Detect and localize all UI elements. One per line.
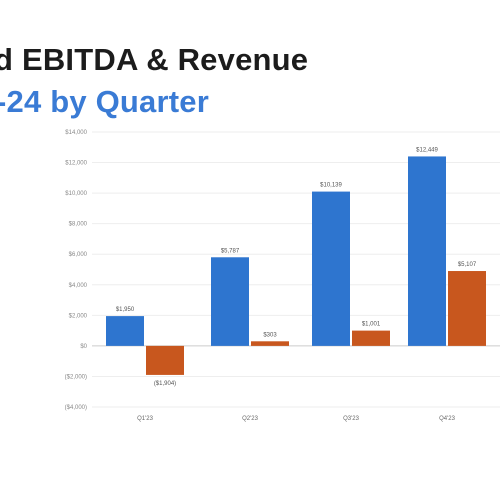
y-tick-label: $0	[80, 344, 87, 350]
ebitda-bar	[352, 330, 390, 346]
revenue-bar	[312, 191, 350, 346]
x-tick-label: Q3'23	[343, 416, 359, 422]
data-label: ($1,904)	[154, 381, 176, 387]
x-tick-label: Q4'23	[439, 416, 455, 422]
data-label: $12,449	[416, 147, 438, 153]
y-tick-label: $12,000	[65, 161, 87, 167]
revenue-bar	[408, 156, 446, 346]
x-tick-label: Q2'23	[242, 416, 258, 422]
chart-title-line-1: d EBITDA & Revenue	[0, 42, 309, 77]
data-label: $1,001	[362, 322, 381, 328]
chart-title-line-2: -24 by Quarter	[0, 84, 209, 119]
ebitda-bar	[251, 341, 289, 346]
y-tick-label: $2,000	[69, 313, 88, 319]
y-tick-label: $4,000	[69, 283, 88, 289]
ebitda-bar	[448, 271, 486, 346]
data-label: $5,787	[221, 248, 240, 254]
y-tick-label: $14,000	[65, 130, 87, 136]
ebitda-bar	[146, 345, 184, 375]
data-label: $10,139	[320, 183, 342, 189]
revenue-bar	[211, 257, 249, 346]
data-label: $5,107	[458, 262, 477, 268]
x-tick-label: Q1'23	[137, 416, 153, 422]
y-tick-label: $8,000	[69, 222, 88, 228]
data-label: $303	[263, 332, 277, 338]
revenue-bar	[106, 316, 144, 346]
y-tick-label: ($4,000)	[65, 405, 87, 411]
y-tick-label: $6,000	[69, 252, 88, 258]
y-tick-label: $10,000	[65, 191, 87, 197]
data-label: $1,950	[116, 307, 135, 313]
y-tick-label: ($2,000)	[65, 374, 87, 380]
